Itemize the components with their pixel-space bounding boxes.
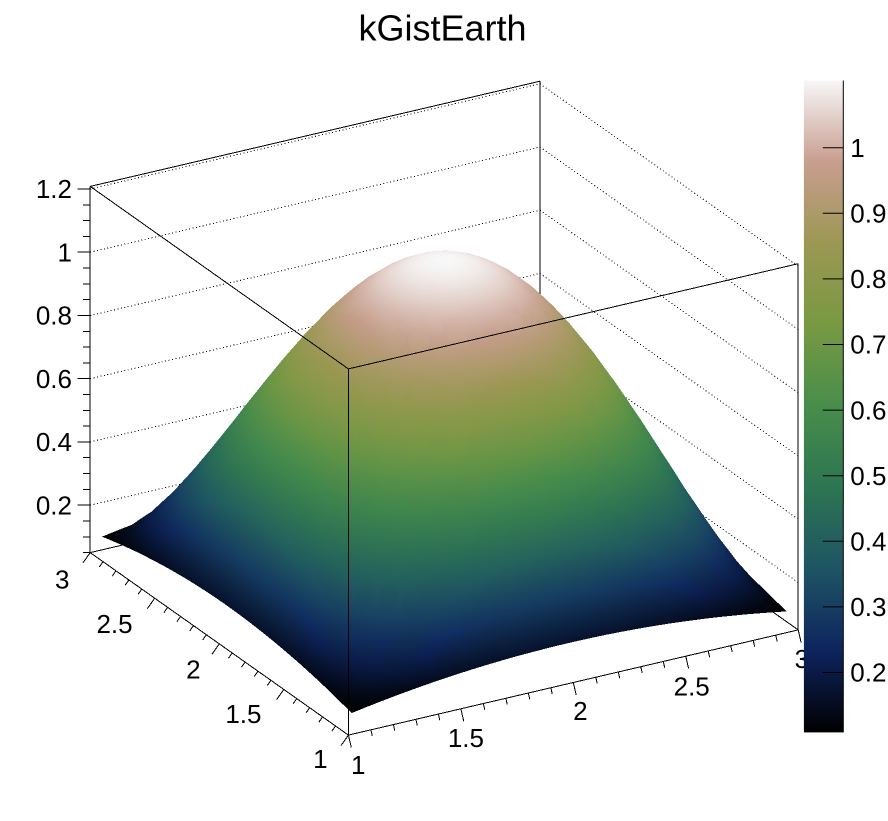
svg-text:2.5: 2.5 — [674, 672, 710, 702]
svg-text:0.4: 0.4 — [850, 527, 886, 557]
svg-text:1: 1 — [313, 744, 327, 774]
svg-text:1.5: 1.5 — [448, 723, 484, 753]
svg-text:2: 2 — [186, 654, 200, 684]
svg-text:0.9: 0.9 — [850, 199, 886, 229]
svg-text:0.8: 0.8 — [36, 301, 72, 331]
svg-text:0.6: 0.6 — [850, 395, 886, 425]
svg-text:0.2: 0.2 — [850, 658, 886, 688]
svg-text:kGistEarth: kGistEarth — [358, 7, 526, 48]
svg-text:1.2: 1.2 — [36, 174, 72, 204]
svg-text:3: 3 — [55, 565, 69, 595]
svg-text:0.7: 0.7 — [850, 330, 886, 360]
svg-text:0.8: 0.8 — [850, 264, 886, 294]
svg-text:0.4: 0.4 — [36, 427, 72, 457]
svg-text:2: 2 — [573, 696, 587, 726]
svg-text:0.2: 0.2 — [36, 490, 72, 520]
svg-text:1: 1 — [850, 133, 864, 163]
svg-text:1: 1 — [58, 237, 72, 267]
svg-text:0.5: 0.5 — [850, 461, 886, 491]
svg-text:1.5: 1.5 — [225, 699, 261, 729]
svg-text:0.6: 0.6 — [36, 364, 72, 394]
svg-text:1: 1 — [351, 750, 365, 780]
svg-text:0.3: 0.3 — [850, 592, 886, 622]
svg-text:2.5: 2.5 — [96, 609, 132, 639]
